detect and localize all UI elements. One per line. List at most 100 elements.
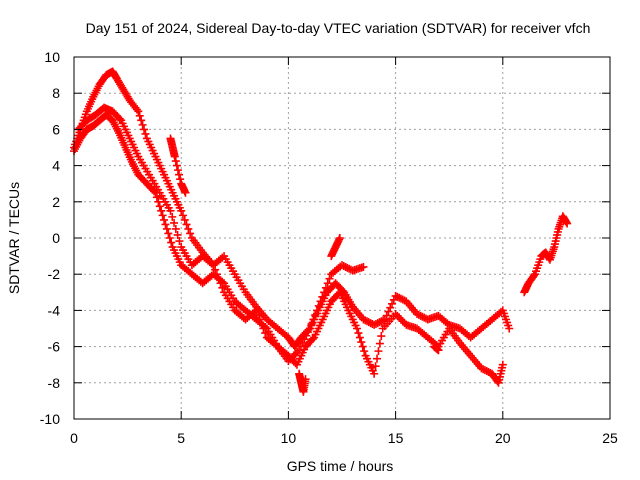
- data-point: [155, 202, 164, 211]
- data-point: [414, 310, 423, 319]
- data-point: [398, 295, 407, 304]
- data-point: [307, 319, 316, 328]
- data-point: [388, 299, 397, 308]
- data-point: [289, 351, 298, 360]
- data-point: [259, 324, 268, 333]
- data-point: [391, 310, 400, 319]
- data-point: [177, 206, 186, 215]
- data-point: [341, 262, 350, 271]
- data-point: [158, 211, 167, 220]
- data-point: [293, 348, 302, 357]
- data-point: [295, 346, 304, 355]
- data-point: [304, 328, 313, 337]
- data-point: [296, 342, 305, 351]
- x-tick-label: 10: [281, 430, 297, 446]
- data-point: [375, 339, 384, 348]
- x-axis-label: GPS time / hours: [287, 458, 394, 474]
- data-point: [505, 324, 514, 333]
- data-point: [354, 329, 363, 338]
- data-point: [171, 157, 180, 166]
- data-point: [181, 188, 190, 197]
- data-point: [355, 333, 364, 342]
- data-point: [214, 274, 223, 283]
- data-series-4: [166, 134, 572, 396]
- data-point: [363, 317, 372, 326]
- data-point: [374, 347, 383, 356]
- data-point: [165, 234, 174, 242]
- data-point: [286, 355, 295, 364]
- data-point: [271, 341, 280, 350]
- y-tick-label: 8: [52, 85, 60, 101]
- x-tick-label: 15: [388, 430, 404, 446]
- y-tick-label: -10: [40, 411, 60, 427]
- data-point: [325, 274, 334, 283]
- data-point: [382, 311, 391, 320]
- data-point: [138, 120, 147, 129]
- x-tick-label: 20: [495, 430, 511, 446]
- data-point: [132, 105, 141, 114]
- data-point: [291, 349, 300, 358]
- data-point: [212, 270, 221, 279]
- x-tick-label: 5: [177, 430, 185, 446]
- data-point: [370, 320, 379, 329]
- data-point: [152, 193, 161, 202]
- y-tick-label: 4: [52, 158, 60, 174]
- data-point: [360, 347, 369, 356]
- data-point: [161, 220, 170, 229]
- data-point: [338, 261, 346, 270]
- y-tick-label: 2: [52, 194, 60, 210]
- data-point: [357, 338, 366, 347]
- data-point: [358, 342, 367, 351]
- data-point: [180, 215, 189, 224]
- data-point: [371, 362, 380, 371]
- data-point: [137, 116, 146, 125]
- data-point: [170, 218, 179, 227]
- data-point: [395, 313, 404, 322]
- y-axis-label: SDTVAR / TECUs: [6, 182, 22, 294]
- data-point: [318, 292, 327, 301]
- data-point: [134, 107, 143, 116]
- data-point: [377, 332, 386, 341]
- data-point: [529, 271, 538, 280]
- data-point: [373, 319, 382, 328]
- data-point: [484, 367, 493, 376]
- data-point: [320, 288, 329, 297]
- data-point: [482, 367, 491, 376]
- y-tick-label: 10: [44, 49, 60, 65]
- data-point: [345, 264, 354, 273]
- data-point: [115, 114, 124, 123]
- grid-lines: [74, 57, 610, 419]
- data-point: [301, 375, 310, 384]
- data-point: [321, 283, 330, 292]
- data-point: [361, 316, 370, 325]
- data-point: [498, 360, 507, 369]
- data-point: [314, 301, 323, 310]
- data-point: [164, 229, 173, 238]
- data-point: [254, 310, 263, 319]
- data-point: [373, 354, 382, 363]
- data-series-2: [70, 110, 507, 387]
- data-point: [186, 229, 195, 238]
- x-tick-label: 25: [602, 430, 618, 446]
- data-point: [339, 262, 348, 271]
- tick-marks: [73, 56, 611, 420]
- data-point: [477, 364, 486, 373]
- data-point: [154, 197, 163, 206]
- data-point: [312, 306, 321, 315]
- data-point: [309, 315, 318, 324]
- data-points: [70, 67, 572, 396]
- data-point: [323, 279, 332, 288]
- data-point: [353, 324, 362, 333]
- y-tick-label: 0: [52, 230, 60, 246]
- data-point: [140, 125, 149, 134]
- data-point: [166, 206, 175, 215]
- data-point: [255, 315, 264, 324]
- data-point: [178, 211, 187, 220]
- data-point: [207, 259, 216, 268]
- tick-labels: 0 5 10 15 20 25 -10 -8 -6 -4 -2 0 2 4 6 8 10: [40, 49, 618, 446]
- data-point: [175, 170, 184, 179]
- y-tick-label: 6: [52, 121, 60, 137]
- data-point: [396, 315, 405, 324]
- data-point: [175, 237, 184, 246]
- data-point: [209, 261, 218, 270]
